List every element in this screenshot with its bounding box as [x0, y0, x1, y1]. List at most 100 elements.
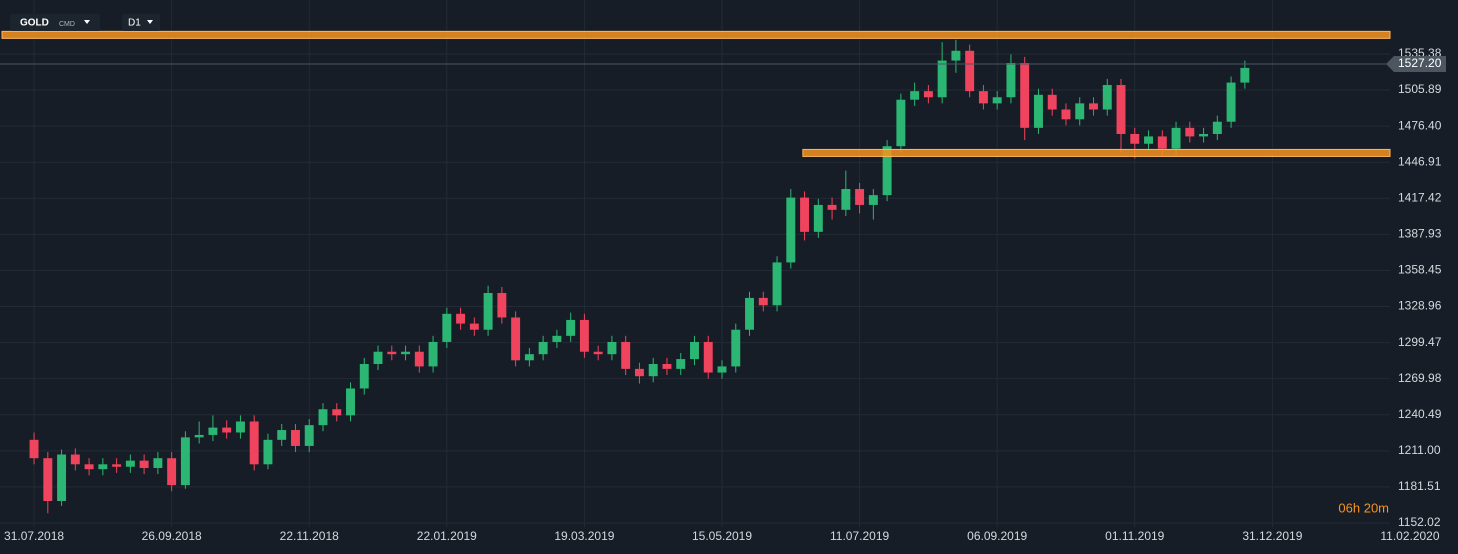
candle-body — [511, 317, 521, 361]
y-tick-label: 1299.47 — [1398, 335, 1442, 349]
x-tick-label: 11.07.2019 — [830, 529, 889, 543]
y-tick-label: 1476.40 — [1398, 118, 1442, 132]
candle-body — [153, 458, 163, 468]
timeframe-selector[interactable] — [122, 14, 160, 31]
dropdown-arrow — [147, 20, 153, 24]
candle-body — [662, 363, 672, 369]
candle-body — [634, 368, 644, 377]
candle-body — [1185, 127, 1195, 137]
candle-body — [57, 454, 67, 502]
candle-body — [222, 427, 232, 433]
candle-body — [401, 351, 411, 355]
x-tick-label: 15.05.2019 — [692, 529, 752, 543]
candle-body — [1089, 103, 1098, 110]
candle-body — [772, 262, 782, 306]
toolbar[interactable]: GOLD CMD D1 — [10, 14, 160, 31]
candle-body — [139, 460, 149, 468]
x-tick-label: 31.12.2019 — [1242, 529, 1302, 543]
candle-body — [249, 421, 259, 465]
candle-body — [758, 297, 768, 306]
candle-body — [414, 351, 424, 367]
candle-body — [318, 409, 328, 426]
candle-body — [951, 50, 961, 61]
candle-body — [84, 464, 94, 470]
candle-body — [1157, 136, 1167, 149]
y-tick-label: 1417.42 — [1398, 190, 1442, 204]
x-tick-label: 26.09.2018 — [142, 529, 202, 543]
candle-body — [786, 197, 796, 263]
y-tick-label: 1269.98 — [1398, 371, 1442, 385]
candle-body — [291, 430, 300, 446]
candle-body — [579, 319, 589, 352]
candle-body — [332, 409, 342, 416]
candle-body — [70, 454, 80, 465]
candle-body — [717, 366, 727, 373]
y-tick-label: 1181.51 — [1398, 479, 1441, 493]
candle-body — [235, 421, 245, 433]
x-tick-label: 01.11.2019 — [1105, 529, 1164, 543]
candle-body — [910, 91, 920, 100]
candle-body — [690, 341, 699, 360]
candle-body — [731, 329, 741, 367]
candle-body — [1199, 133, 1209, 137]
candle-body — [346, 388, 355, 416]
candle-body — [456, 313, 466, 324]
candle-body — [1033, 94, 1043, 128]
candle-body — [607, 341, 617, 355]
candle-body — [937, 60, 947, 98]
candle-body — [827, 204, 837, 210]
candle-body — [1075, 103, 1085, 120]
candle-body — [676, 359, 686, 369]
candle-body — [593, 351, 603, 355]
candle-body — [497, 293, 507, 318]
candle-body — [745, 297, 754, 330]
candle-body — [800, 197, 810, 232]
candle-body — [43, 458, 53, 502]
candle-body — [428, 341, 438, 367]
candle-body — [125, 460, 135, 467]
candle-body — [524, 354, 534, 361]
candle-body — [552, 335, 562, 342]
candle-body — [1061, 109, 1071, 120]
candle-body — [923, 91, 933, 98]
symbol-selector[interactable] — [10, 14, 100, 31]
plot: 1527.20 — [0, 30, 1446, 514]
candle-body — [167, 458, 177, 486]
symbol: GOLD — [20, 18, 49, 29]
candle-body — [566, 319, 576, 336]
y-tick-label: 1152.02 — [1398, 515, 1441, 529]
y-tick-label: 1387.93 — [1398, 227, 1442, 241]
candle-body — [180, 437, 190, 486]
candle-body — [194, 434, 204, 438]
candle-body — [621, 341, 631, 369]
candle-body — [359, 363, 369, 389]
dropdown-arrow — [84, 20, 90, 24]
candle-body — [1006, 63, 1016, 98]
candle-body — [483, 293, 493, 330]
candle-body — [29, 439, 39, 459]
candle-body — [855, 189, 865, 205]
level-band — [1, 30, 1391, 39]
candle-body — [1240, 67, 1250, 83]
candle-body — [277, 430, 287, 440]
y-tick-label: 1211.00 — [1398, 443, 1441, 457]
instrument-type: CMD — [59, 21, 75, 28]
candle-body — [965, 50, 975, 92]
candle-body — [469, 323, 479, 330]
candle-body — [263, 439, 273, 465]
x-tick-label: 19.03.2019 — [554, 529, 614, 543]
candle-body — [1144, 136, 1154, 144]
x-tick-label: 11.02.2020 — [1380, 529, 1439, 543]
candle-body — [868, 195, 878, 205]
candle-body — [1102, 85, 1112, 110]
y-tick-label: 1505.89 — [1398, 82, 1442, 96]
candle-body — [648, 363, 658, 377]
candle-body — [978, 91, 988, 104]
y-tick-label: 1328.96 — [1398, 299, 1442, 313]
candle-body — [387, 351, 397, 355]
candle-body — [1116, 85, 1126, 134]
candle-body — [304, 425, 314, 446]
candle-body — [1047, 94, 1057, 110]
